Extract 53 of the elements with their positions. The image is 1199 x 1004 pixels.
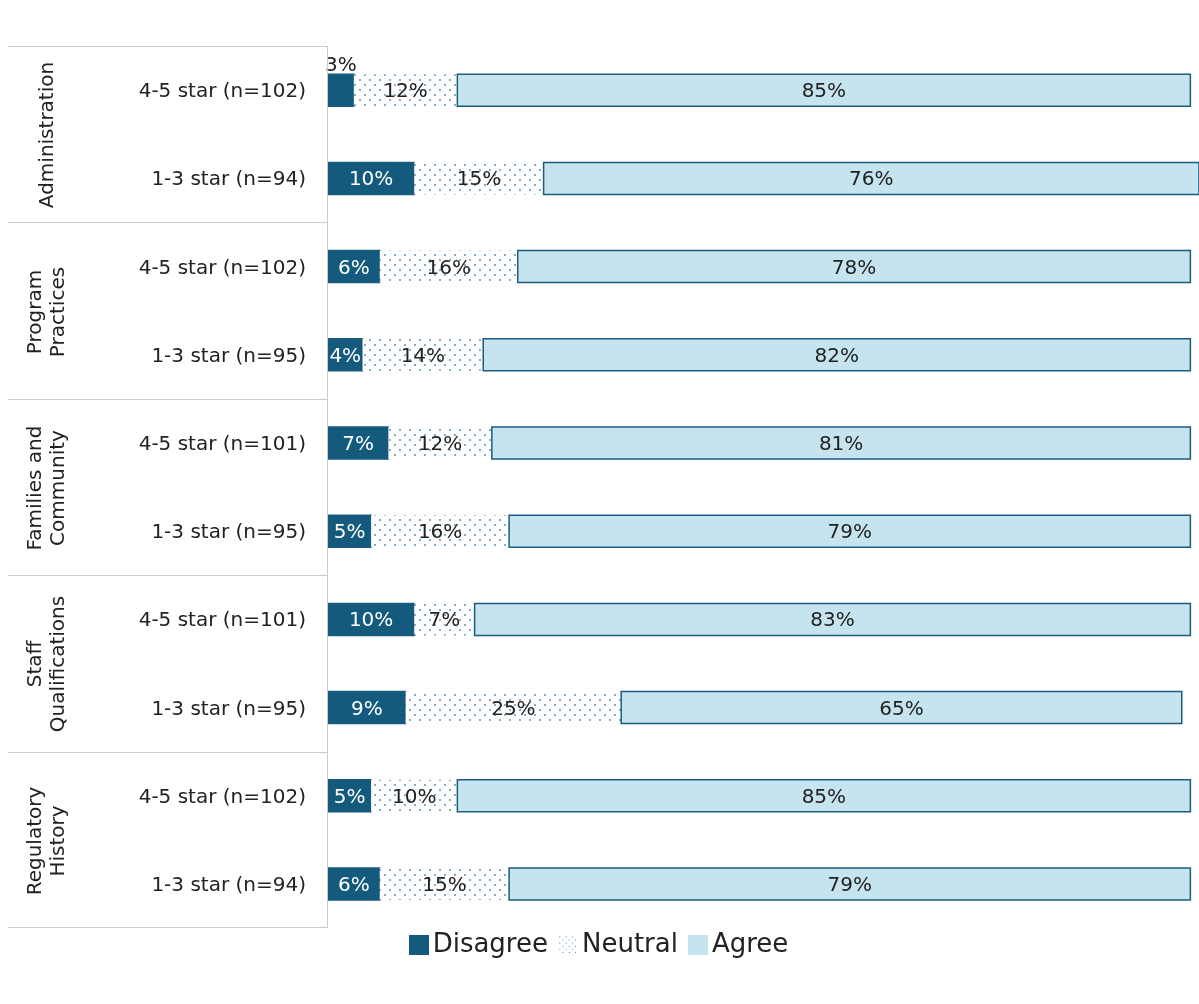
data-label: 5% [333,783,366,808]
data-label: 12% [417,431,463,456]
y-tick-label: 4-5 star (n=102) [138,78,306,103]
legend-label: Neutral [581,928,678,958]
data-label: 7% [342,431,375,456]
legend-label: Disagree [432,928,548,958]
y-tick-label: 4-5 star (n=102) [138,254,306,279]
data-label: 10% [392,783,437,808]
data-label: 85% [801,78,847,103]
y-tick-label: 1-3 star (n=95) [151,519,306,544]
data-label: 14% [400,342,446,367]
y-tick-label: 4-5 star (n=101) [138,607,306,632]
data-label: 82% [814,342,860,367]
data-label: 83% [810,607,855,632]
y-tick-label: 1-3 star (n=94) [151,871,306,896]
text: Regulatory History [22,785,69,898]
data-label: 6% [338,254,370,279]
bar [327,73,355,107]
data-label: 25% [491,695,536,720]
data-label: 7% [428,607,461,632]
data-label: 12% [383,78,428,103]
data-label: 16% [417,519,463,544]
data-label: 9% [350,695,383,720]
data-label: 4% [329,342,362,367]
bar [456,73,1192,107]
data-label: 81% [818,431,864,456]
bar [353,74,458,107]
data-label: 65% [879,695,924,720]
data-label: 3% [325,52,357,77]
text: Families and Community [22,424,69,553]
data-label: 79% [827,872,872,897]
text: Administration [33,61,58,211]
bar [362,338,484,371]
text: Staff Qualifications [22,595,69,735]
data-label: 16% [426,254,471,279]
data-label: 78% [831,254,877,279]
y-tick-label: 1-3 star (n=94) [151,166,306,191]
bar [482,338,1192,372]
data-label: 79% [827,519,872,544]
y-tick-label: 1-3 star (n=95) [151,342,306,367]
legend-label: Agree [711,928,789,958]
data-label: 10% [348,607,394,632]
y-tick-label: 4-5 star (n=102) [138,783,306,808]
y-tick-label: 1-3 star (n=95) [151,695,306,720]
y-tick-label: 4-5 star (n=101) [138,430,306,455]
data-label: 76% [849,166,894,191]
data-label: 15% [422,872,467,897]
data-label: 15% [456,166,502,191]
data-label: 5% [333,519,366,544]
data-label: 6% [338,872,370,897]
data-label: 85% [801,783,847,808]
text: Program Practices [22,265,69,359]
data-label: 10% [348,166,394,191]
